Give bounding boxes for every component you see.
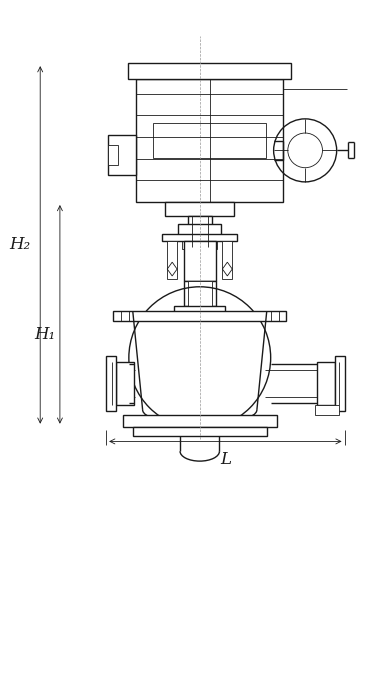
Text: L: L — [220, 452, 231, 468]
Bar — [128, 64, 291, 79]
Bar — [184, 281, 216, 306]
Bar — [165, 202, 234, 216]
Bar — [116, 362, 134, 405]
Bar — [182, 237, 217, 249]
Bar — [178, 224, 222, 237]
Bar — [188, 281, 212, 306]
Bar — [153, 123, 266, 158]
Bar — [106, 356, 116, 411]
Bar — [167, 241, 177, 279]
Bar — [188, 216, 212, 247]
Text: H₁: H₁ — [34, 326, 55, 343]
Bar — [133, 427, 267, 435]
Bar — [335, 356, 344, 411]
Bar — [108, 145, 118, 165]
Bar — [136, 79, 283, 202]
Bar — [123, 415, 277, 427]
Bar — [222, 241, 232, 279]
Text: H₂: H₂ — [9, 237, 30, 254]
Bar — [108, 135, 136, 174]
Bar — [113, 312, 286, 321]
Bar — [162, 234, 237, 241]
Bar — [315, 405, 339, 415]
Bar — [174, 306, 225, 314]
Bar — [317, 362, 335, 405]
Bar — [184, 241, 216, 281]
